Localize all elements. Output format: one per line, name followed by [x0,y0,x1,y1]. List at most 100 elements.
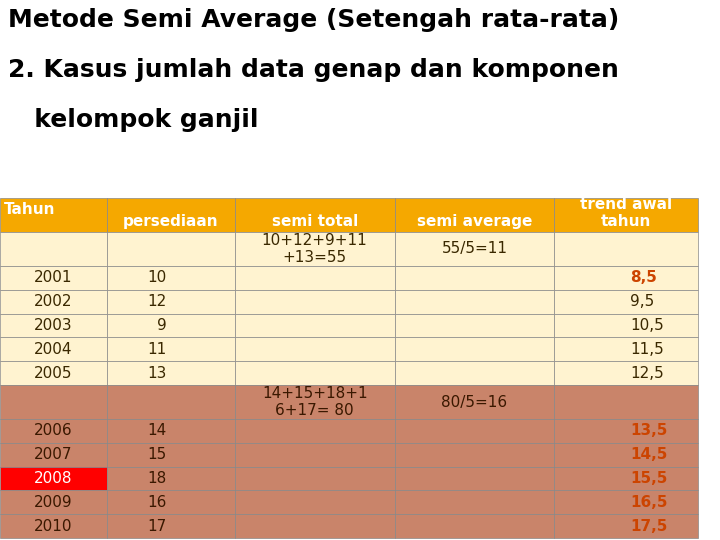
Bar [0,232,107,266]
Bar [0,290,107,314]
Text: 10: 10 [148,271,166,286]
Bar [235,385,395,419]
Bar [107,361,235,385]
Bar [0,338,107,361]
Bar [235,198,395,232]
Bar [235,443,395,467]
Bar [395,443,554,467]
Text: 17: 17 [148,518,166,534]
Bar [235,514,395,538]
Text: semi total: semi total [271,214,358,229]
Bar [554,385,698,419]
Text: 2003: 2003 [34,318,73,333]
Bar [554,314,698,338]
Bar [107,443,235,467]
Text: 12,5: 12,5 [631,366,664,381]
Bar [395,490,554,514]
Text: trend awal
tahun: trend awal tahun [580,197,672,229]
Text: semi average: semi average [417,214,532,229]
Text: 8,5: 8,5 [631,271,657,286]
Bar [554,514,698,538]
Bar [554,361,698,385]
Text: 14+15+18+1
6+17= 80: 14+15+18+1 6+17= 80 [262,386,367,418]
Text: 18: 18 [148,471,166,486]
Text: 2002: 2002 [34,294,73,309]
Bar [0,385,107,419]
Text: 12: 12 [148,294,166,309]
Text: 2010: 2010 [34,518,73,534]
Bar [107,198,235,232]
Bar [554,198,698,232]
Bar [395,266,554,290]
Bar [107,490,235,514]
Bar [395,232,554,266]
Bar [554,490,698,514]
Bar [0,361,107,385]
Text: 9: 9 [157,318,166,333]
Text: Metode Semi Average (Setengah rata-rata): Metode Semi Average (Setengah rata-rata) [8,8,619,32]
Bar [107,338,235,361]
Text: 2006: 2006 [34,423,73,438]
Bar [0,490,107,514]
Bar [107,266,235,290]
Text: 17,5: 17,5 [631,518,667,534]
Text: 2007: 2007 [34,447,73,462]
Text: 10,5: 10,5 [631,318,664,333]
Bar [554,338,698,361]
Bar [107,467,235,490]
Bar [554,266,698,290]
Bar [107,385,235,419]
Bar [107,232,235,266]
Bar [0,198,107,232]
Text: 16: 16 [148,495,166,510]
Bar [235,490,395,514]
Text: kelompok ganjil: kelompok ganjil [8,108,258,132]
Text: 11,5: 11,5 [631,342,664,357]
Text: 2008: 2008 [34,471,73,486]
Bar [235,266,395,290]
Bar [395,514,554,538]
Bar [107,290,235,314]
Text: 2001: 2001 [34,271,73,286]
Bar [395,314,554,338]
Bar [395,361,554,385]
Text: 13: 13 [148,366,166,381]
Bar [235,467,395,490]
Text: 2. Kasus jumlah data genap dan komponen: 2. Kasus jumlah data genap dan komponen [8,58,619,82]
Bar [395,467,554,490]
Text: 14: 14 [148,423,166,438]
Bar [0,467,107,490]
Bar [395,338,554,361]
Bar [554,443,698,467]
Bar [235,232,395,266]
Text: 80/5=16: 80/5=16 [441,395,508,409]
Text: 2009: 2009 [34,495,73,510]
Bar [554,467,698,490]
Bar [395,290,554,314]
Bar [0,443,107,467]
Text: 2004: 2004 [34,342,73,357]
Bar [0,419,107,443]
Text: 14,5: 14,5 [631,447,667,462]
Text: 9,5: 9,5 [631,294,654,309]
Text: 2005: 2005 [34,366,73,381]
Bar [107,514,235,538]
Bar [107,419,235,443]
Bar [235,361,395,385]
Text: 55/5=11: 55/5=11 [441,241,508,256]
Text: 16,5: 16,5 [631,495,668,510]
Text: 15,5: 15,5 [631,471,667,486]
Bar [235,290,395,314]
Bar [107,314,235,338]
Bar [395,419,554,443]
Text: Tahun: Tahun [4,202,55,217]
Text: 15: 15 [148,447,166,462]
Bar [554,419,698,443]
Bar [554,232,698,266]
Bar [235,314,395,338]
Bar [395,198,554,232]
Bar [235,419,395,443]
Bar [395,385,554,419]
Bar [0,314,107,338]
Text: persediaan: persediaan [123,214,218,229]
